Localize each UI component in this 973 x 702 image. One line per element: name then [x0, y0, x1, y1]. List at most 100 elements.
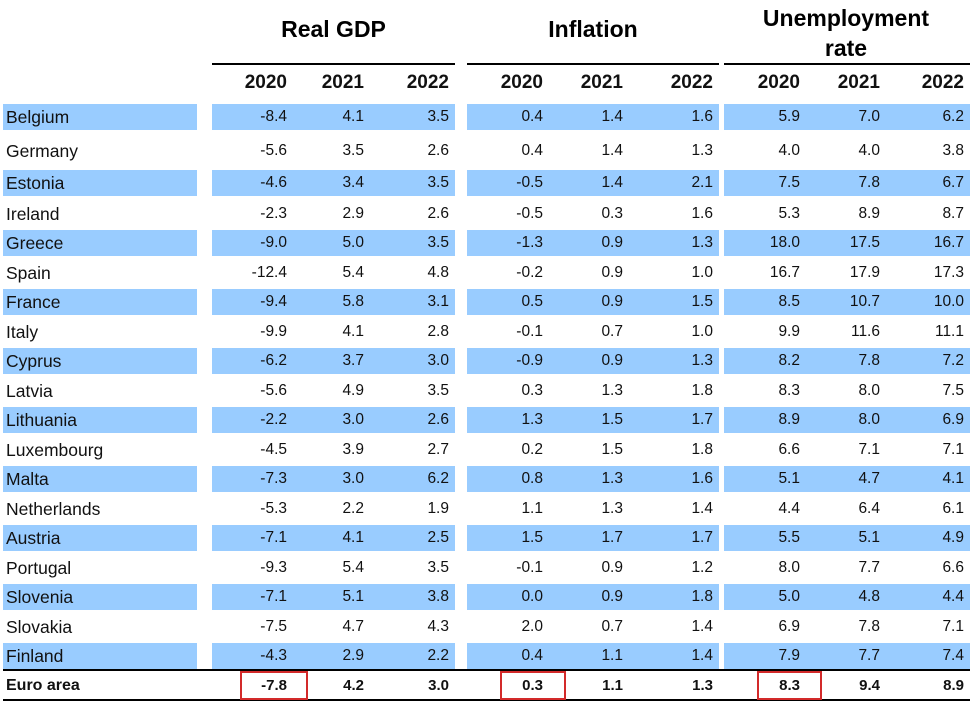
real-gdp-value: 3.9	[342, 441, 364, 458]
real-gdp-value: 3.0	[428, 677, 449, 694]
inflation-value: 1.4	[691, 618, 713, 635]
inflation-value: 0.5	[521, 293, 543, 310]
unemployment-value: 6.6	[778, 441, 800, 458]
inflation-value: 1.3	[691, 352, 713, 369]
group-header-unemployment: Unemployment rate	[762, 5, 930, 61]
inflation-value: -1.3	[516, 234, 543, 251]
real-gdp-value: -12.4	[251, 264, 287, 281]
total-row: Euro area -7.8 4.2 3.0 0.3 1.1 1.3 8.3 9.4 8.9	[0, 673, 973, 699]
unemployment-value: 17.3	[933, 264, 964, 281]
inflation-value: 1.1	[601, 647, 623, 664]
table-row: Netherlands -5.3 2.2 1.9 1.1 1.3 1.4 4.4 6.4 6.1	[0, 496, 973, 522]
unemployment-cells: 7.5 7.8 6.7	[724, 170, 970, 196]
inflation-value: 1.7	[691, 529, 713, 546]
unemployment-value: 5.9	[778, 108, 800, 125]
table-row: Latvia -5.6 4.9 3.5 0.3 1.3 1.8 8.3 8.0 7.5	[0, 378, 973, 404]
real-gdp-value: 2.2	[427, 647, 449, 664]
unemployment-value: 8.0	[778, 559, 800, 576]
real-gdp-value: -7.1	[260, 588, 287, 605]
year-label: 2022	[921, 72, 964, 93]
year-label: 2020	[757, 72, 800, 93]
unemployment-cells: 16.7 17.9 17.3	[724, 260, 970, 286]
unemployment-value: 7.1	[942, 618, 964, 635]
unemployment-value: 7.7	[858, 559, 880, 576]
real-gdp-value: 3.0	[427, 352, 449, 369]
inflation-value: 1.8	[691, 588, 713, 605]
real-gdp-cells: -5.6 3.5 2.6	[212, 138, 455, 164]
real-gdp-value: 2.2	[342, 500, 364, 517]
group-underline-unemployment	[724, 63, 970, 65]
unemployment-value: 11.6	[850, 323, 880, 340]
real-gdp-value: 2.6	[427, 411, 449, 428]
inflation-value: 0.9	[601, 293, 623, 310]
unemployment-value: 5.5	[778, 529, 800, 546]
real-gdp-value: -9.4	[260, 293, 287, 310]
unemployment-cells: 8.3 9.4 8.9	[724, 673, 970, 699]
unemployment-value: 5.0	[778, 588, 800, 605]
inflation-cells: 1.5 1.7 1.7	[467, 525, 719, 551]
table-row: Belgium -8.4 4.1 3.5 0.4 1.4 1.6 5.9 7.0 6.2	[0, 104, 973, 130]
unemployment-value: 7.7	[858, 647, 880, 664]
table-row: France -9.4 5.8 3.1 0.5 0.9 1.5 8.5 10.7 10.0	[0, 289, 973, 315]
inflation-cells: -0.1 0.7 1.0	[467, 319, 719, 345]
real-gdp-value: 5.1	[342, 588, 364, 605]
real-gdp-value: 3.7	[342, 352, 364, 369]
country-name: Cyprus	[3, 348, 197, 374]
unemployment-cells: 5.3 8.9 8.7	[724, 201, 970, 227]
unemployment-value: 6.1	[942, 500, 964, 517]
real-gdp-cells: -7.1 5.1 3.8	[212, 584, 455, 610]
table-row: Malta -7.3 3.0 6.2 0.8 1.3 1.6 5.1 4.7 4.1	[0, 466, 973, 492]
unemployment-value: 7.1	[858, 441, 880, 458]
real-gdp-value: -9.3	[260, 559, 287, 576]
real-gdp-value: 3.4	[342, 174, 364, 191]
inflation-value: 0.0	[521, 588, 543, 605]
unemployment-value: 7.1	[942, 441, 964, 458]
unemployment-value: 8.3	[778, 382, 800, 399]
real-gdp-value: 2.7	[427, 441, 449, 458]
real-gdp-value: -5.3	[260, 500, 287, 517]
inflation-value: 0.9	[601, 352, 623, 369]
inflation-value: 0.7	[601, 618, 623, 635]
real-gdp-value: 4.8	[427, 264, 449, 281]
unemployment-value: 6.6	[942, 559, 964, 576]
inflation-value: 2.1	[691, 174, 713, 191]
inflation-value: -0.1	[516, 559, 543, 576]
unemployment-cells: 6.9 7.8 7.1	[724, 614, 970, 640]
real-gdp-value: 2.5	[427, 529, 449, 546]
inflation-value: 1.4	[601, 142, 623, 159]
unemployment-value: 8.2	[778, 352, 800, 369]
table-bottom-rule	[3, 699, 970, 701]
unemployment-cells: 4.4 6.4 6.1	[724, 496, 970, 522]
inflation-value: 0.9	[601, 234, 623, 251]
inflation-value: 0.3	[601, 205, 623, 222]
real-gdp-cells: -9.0 5.0 3.5	[212, 230, 455, 256]
inflation-cells: -0.2 0.9 1.0	[467, 260, 719, 286]
unemployment-value: 16.7	[769, 264, 800, 281]
country-name: Estonia	[3, 170, 197, 196]
unemployment-value: 6.9	[942, 411, 964, 428]
inflation-cells: -0.1 0.9 1.2	[467, 555, 719, 581]
year-header-real-gdp: 2020 2021 2022	[212, 70, 455, 96]
inflation-value: 0.2	[521, 441, 543, 458]
real-gdp-value: -7.8	[261, 677, 287, 694]
unemployment-value: 6.4	[858, 500, 880, 517]
inflation-value: 1.5	[691, 293, 713, 310]
inflation-value: 0.9	[601, 588, 623, 605]
unemployment-value: 16.7	[933, 234, 964, 251]
unemployment-value: 17.9	[849, 264, 880, 281]
real-gdp-cells: -12.4 5.4 4.8	[212, 260, 455, 286]
country-name: Greece	[3, 230, 197, 256]
country-name: Luxembourg	[6, 440, 104, 460]
country-name: Spain	[6, 263, 51, 283]
unemployment-value: 18.0	[769, 234, 800, 251]
table-row: Austria -7.1 4.1 2.5 1.5 1.7 1.7 5.5 5.1 4.9	[0, 525, 973, 551]
unemployment-value: 7.2	[942, 352, 964, 369]
inflation-value: 1.0	[691, 323, 713, 340]
country-name: Slovenia	[3, 584, 197, 610]
inflation-value: 1.6	[691, 108, 713, 125]
unemployment-value: 8.0	[858, 411, 880, 428]
real-gdp-value: 3.8	[427, 588, 449, 605]
inflation-value: 1.4	[601, 174, 623, 191]
inflation-value: 1.4	[691, 647, 713, 664]
inflation-cells: 0.4 1.4 1.3	[467, 138, 719, 164]
